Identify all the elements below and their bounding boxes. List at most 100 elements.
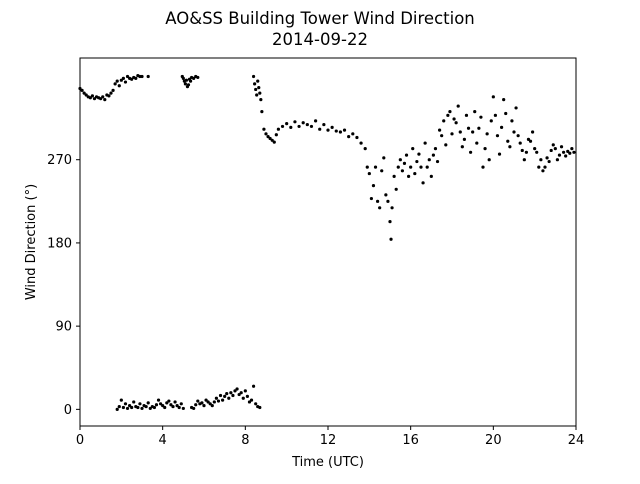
data-point — [103, 98, 107, 102]
data-point — [549, 148, 553, 153]
data-point — [528, 139, 533, 143]
data-point — [384, 193, 388, 197]
data-point — [254, 87, 258, 92]
data-point — [231, 393, 235, 398]
data-point — [402, 161, 407, 166]
data-point — [386, 199, 390, 203]
data-point — [305, 122, 309, 127]
x-tick-label: 4 — [159, 433, 167, 448]
data-point — [218, 393, 223, 398]
data-point — [268, 136, 272, 141]
data-point — [314, 119, 318, 123]
data-point — [537, 165, 541, 169]
data-point — [566, 149, 570, 153]
data-point — [392, 174, 396, 178]
data-point — [148, 406, 152, 411]
data-point — [113, 82, 117, 86]
data-point — [301, 121, 305, 125]
data-point — [117, 404, 121, 409]
data-point — [121, 76, 125, 80]
data-point — [510, 119, 514, 123]
x-tick-label: 12 — [320, 433, 337, 448]
data-point — [524, 150, 529, 154]
data-point — [363, 147, 367, 151]
data-point — [159, 402, 163, 406]
data-point — [557, 153, 562, 157]
data-point — [545, 156, 549, 160]
data-point — [175, 404, 179, 408]
data-point — [239, 391, 243, 395]
data-point — [404, 153, 409, 157]
data-point — [425, 165, 429, 169]
data-point — [446, 113, 450, 117]
data-point — [433, 147, 438, 151]
data-point — [214, 396, 218, 400]
data-point — [280, 124, 285, 129]
data-point — [146, 74, 150, 79]
data-point — [262, 127, 266, 131]
data-point — [396, 165, 400, 169]
data-point — [334, 129, 338, 133]
data-point — [156, 398, 161, 402]
data-point — [144, 404, 148, 409]
points-layer — [78, 73, 576, 411]
data-point — [272, 140, 276, 144]
data-point — [452, 117, 456, 121]
data-point — [130, 405, 134, 410]
data-point — [411, 147, 415, 151]
data-point — [177, 405, 181, 410]
data-point — [485, 132, 489, 136]
data-point — [520, 148, 524, 153]
data-point — [394, 187, 398, 191]
x-tick-label: 24 — [568, 433, 585, 448]
data-point — [572, 150, 576, 154]
data-point — [442, 119, 446, 123]
data-point — [138, 402, 142, 406]
data-point — [440, 134, 444, 138]
data-point — [460, 145, 464, 149]
data-point — [388, 220, 392, 224]
data-point — [216, 399, 221, 403]
data-point — [421, 181, 425, 185]
data-point — [245, 394, 249, 399]
data-point — [541, 169, 545, 173]
chart-title: AO&SS Building Tower Wind Direction — [165, 9, 475, 28]
data-point — [225, 392, 229, 396]
x-tick-label: 0 — [76, 433, 84, 448]
data-point — [514, 106, 518, 110]
data-point — [146, 401, 150, 405]
data-point — [183, 82, 187, 86]
data-point — [359, 141, 363, 145]
data-point — [264, 132, 268, 136]
data-point — [309, 124, 314, 129]
data-point — [212, 400, 216, 404]
data-point — [355, 135, 359, 140]
data-point — [504, 111, 508, 116]
data-point — [409, 165, 413, 169]
data-point — [555, 158, 560, 162]
data-point — [369, 196, 373, 201]
data-point — [454, 121, 458, 125]
data-point — [276, 127, 280, 131]
data-point — [471, 130, 475, 134]
data-point — [171, 404, 175, 409]
data-point — [533, 147, 537, 151]
data-point — [256, 79, 260, 83]
data-point — [444, 143, 448, 147]
data-point — [121, 405, 125, 410]
data-point — [376, 199, 380, 203]
data-point — [380, 169, 384, 173]
data-point — [516, 134, 520, 138]
data-point — [125, 406, 130, 411]
data-point — [531, 130, 535, 134]
y-tick-label: 0 — [64, 403, 72, 418]
data-point — [258, 405, 262, 410]
data-point — [101, 95, 105, 99]
data-point — [80, 88, 84, 92]
data-point — [487, 158, 491, 162]
data-point — [115, 407, 119, 411]
data-point — [407, 174, 411, 178]
data-point — [123, 402, 128, 406]
